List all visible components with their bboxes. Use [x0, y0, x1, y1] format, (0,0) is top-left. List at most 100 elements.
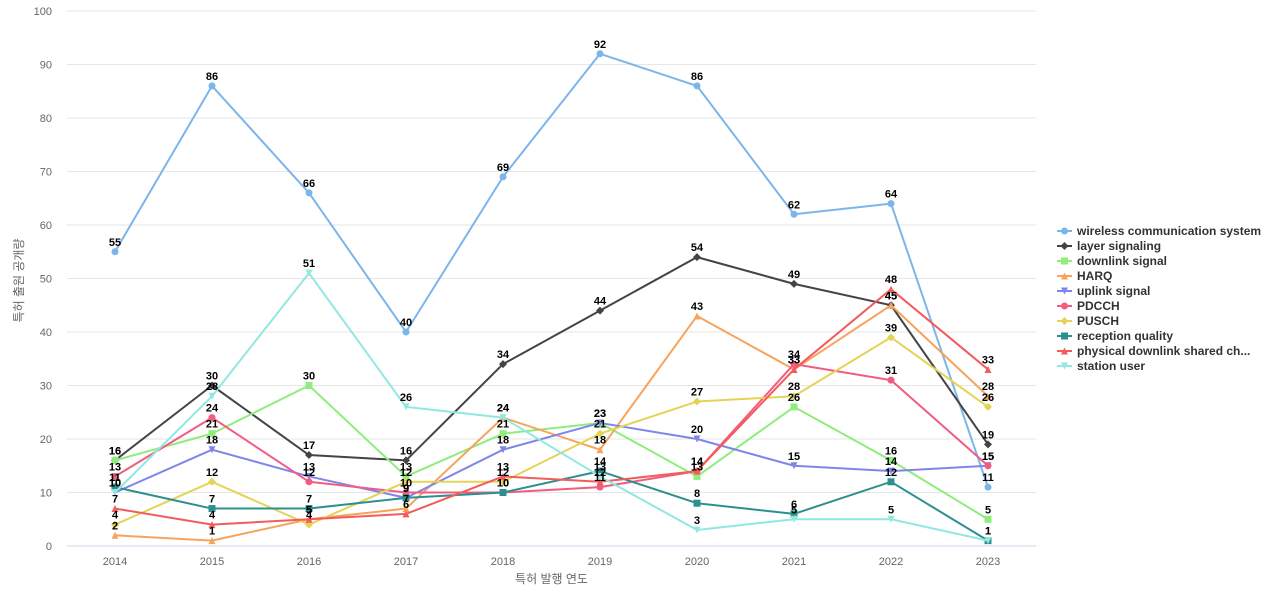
data-label: 64 — [885, 189, 898, 201]
series-6 — [111, 333, 992, 529]
data-point — [208, 392, 216, 400]
x-tick-label: 2016 — [297, 556, 321, 568]
data-point — [402, 494, 410, 502]
data-label: 18 — [206, 435, 218, 447]
data-label: 33 — [982, 354, 994, 366]
series-line — [114, 336, 989, 526]
data-label: 28 — [788, 381, 800, 393]
data-point — [790, 515, 798, 523]
data-point — [596, 419, 604, 427]
y-axis-ticks: 0 10 20 30 40 50 60 70 80 90 100 — [34, 6, 52, 553]
data-label: 12 — [303, 467, 315, 479]
data-label: 10 — [497, 478, 509, 490]
y-tick-label: 60 — [40, 220, 52, 232]
series-3 — [111, 301, 992, 545]
x-tick-label: 2023 — [976, 556, 1000, 568]
data-point — [984, 462, 992, 470]
legend-item[interactable]: PDCCH — [1057, 299, 1120, 313]
legend-item[interactable]: wireless communication system — [1057, 224, 1261, 238]
series-line — [114, 288, 989, 526]
data-point — [208, 430, 216, 438]
data-label: 16 — [400, 445, 412, 457]
y-tick-label: 100 — [34, 6, 52, 18]
data-label: 13 — [109, 461, 121, 473]
data-label: 34 — [788, 349, 801, 361]
legend-item[interactable]: uplink signal — [1057, 284, 1150, 298]
legend-symbol — [1061, 287, 1068, 295]
data-point — [693, 526, 701, 534]
legend-item[interactable]: layer signaling — [1057, 239, 1161, 253]
series-line — [114, 256, 989, 462]
legend-item[interactable]: downlink signal — [1057, 254, 1167, 268]
data-point — [693, 499, 701, 507]
legend-label: uplink signal — [1077, 284, 1150, 298]
series-0 — [111, 50, 992, 491]
data-point — [887, 467, 895, 475]
data-label: 11 — [109, 472, 121, 484]
legend-label: layer signaling — [1077, 239, 1161, 253]
data-label: 7 — [112, 494, 118, 506]
data-point — [208, 537, 216, 545]
data-label: 14 — [691, 456, 704, 468]
data-label: 9 — [403, 483, 409, 495]
legend-symbol — [1060, 242, 1069, 250]
y-axis-title: 특허 출원 공개량 — [12, 239, 26, 323]
legend-item[interactable]: reception quality — [1057, 329, 1173, 343]
data-point — [693, 397, 701, 406]
legend-item[interactable]: physical downlink shared ch... — [1057, 344, 1250, 358]
data-label: 12 — [594, 467, 606, 479]
data-label: 6 — [791, 499, 797, 511]
data-point — [111, 505, 119, 513]
data-label: 28 — [982, 381, 994, 393]
data-label: 48 — [885, 274, 897, 286]
legend-symbol — [1061, 272, 1068, 280]
legend-item[interactable]: PUSCH — [1057, 314, 1119, 328]
y-tick-label: 50 — [40, 274, 52, 286]
data-label: 15 — [788, 451, 800, 463]
data-point — [887, 200, 895, 208]
data-point — [305, 515, 313, 523]
data-point — [887, 333, 895, 342]
data-point — [790, 510, 798, 518]
data-point — [305, 472, 313, 480]
data-point — [887, 301, 895, 309]
data-point — [596, 483, 604, 491]
data-label: 4 — [112, 510, 119, 522]
data-label: 40 — [400, 317, 412, 329]
data-label: 28 — [206, 381, 218, 393]
data-point — [111, 483, 119, 491]
legend-symbol — [1061, 347, 1068, 355]
data-point — [790, 279, 798, 288]
x-tick-label: 2022 — [879, 556, 903, 568]
legend-item[interactable]: HARQ — [1057, 269, 1112, 283]
data-point — [887, 478, 895, 486]
data-label: 26 — [788, 392, 800, 404]
legend-symbol — [1060, 317, 1069, 325]
data-label: 3 — [694, 515, 700, 527]
data-label: 10 — [109, 478, 121, 490]
data-point — [790, 462, 798, 470]
data-label: 34 — [497, 349, 510, 361]
data-label: 24 — [497, 403, 510, 415]
legend-symbol — [1061, 257, 1068, 265]
data-point — [790, 210, 798, 218]
data-point — [984, 537, 992, 545]
data-label: 21 — [206, 419, 218, 431]
data-point — [693, 435, 701, 443]
data-point — [790, 392, 798, 401]
data-point — [596, 467, 604, 475]
x-axis-ticks: 2014 2015 2016 2017 2018 2019 2020 2021 2022 2023 — [103, 556, 1000, 568]
data-label: 24 — [497, 403, 510, 415]
legend-item[interactable]: station user — [1057, 359, 1145, 373]
data-point — [305, 505, 313, 513]
x-tick-label: 2018 — [491, 556, 515, 568]
data-label: 26 — [400, 392, 412, 404]
y-tick-label: 30 — [40, 381, 52, 393]
data-point — [499, 414, 507, 422]
data-point — [693, 253, 701, 262]
data-label: 15 — [982, 451, 994, 463]
data-point — [499, 489, 507, 496]
legend-symbol — [1061, 332, 1068, 340]
data-label: 45 — [885, 290, 897, 302]
